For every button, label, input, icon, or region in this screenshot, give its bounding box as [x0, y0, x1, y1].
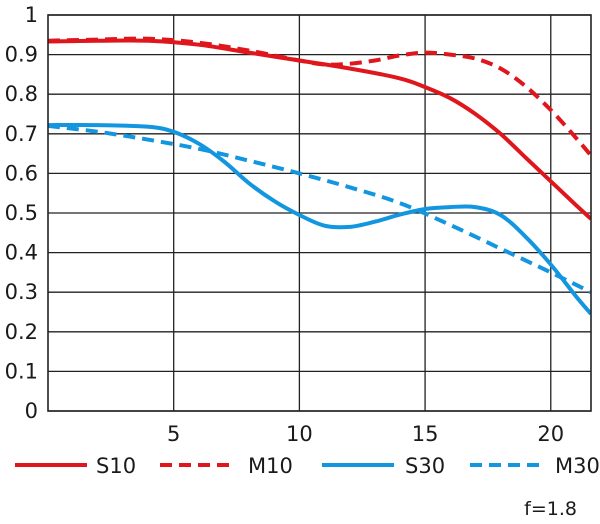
y-tick-label: 0.7: [5, 122, 38, 146]
legend-label-m30: M30: [555, 454, 600, 478]
x-tick-label: 20: [537, 422, 564, 446]
x-axis-tick-labels: 5 10 15 20: [167, 422, 564, 446]
series-line-s10: [48, 38, 591, 221]
legend-label-m10: M10: [248, 454, 293, 478]
y-tick-label: 0.8: [5, 82, 38, 106]
y-tick-label: 0.4: [5, 241, 38, 265]
y-tick-label: 0.2: [5, 320, 38, 344]
legend: S10 M10 S30 M30: [15, 454, 600, 478]
y-tick-label: 1: [25, 3, 38, 27]
x-tick-label: 10: [286, 422, 313, 446]
aperture-note: f=1.8: [524, 498, 577, 520]
legend-label-s30: S30: [405, 454, 445, 478]
x-tick-label: 5: [167, 422, 180, 446]
axes: [47, 14, 592, 412]
y-tick-label: 0.6: [5, 161, 38, 185]
grid: [48, 14, 591, 412]
x-tick-label: 15: [412, 422, 439, 446]
legend-label-s10: S10: [96, 454, 136, 478]
y-tick-label: 0: [25, 399, 38, 423]
y-tick-label: 0.5: [5, 201, 38, 225]
series-lines: [48, 36, 591, 316]
series-line-s30: [48, 122, 591, 316]
y-axis-tick-labels: 0 0.1 0.2 0.3 0.4 0.5 0.6 0.7 0.8 0.9 1: [5, 3, 38, 423]
y-tick-label: 0.1: [5, 359, 38, 383]
y-tick-label: 0.9: [5, 43, 38, 67]
series-line-m30: [48, 123, 591, 294]
plot-frame: [47, 14, 592, 412]
y-tick-label: 0.3: [5, 280, 38, 304]
